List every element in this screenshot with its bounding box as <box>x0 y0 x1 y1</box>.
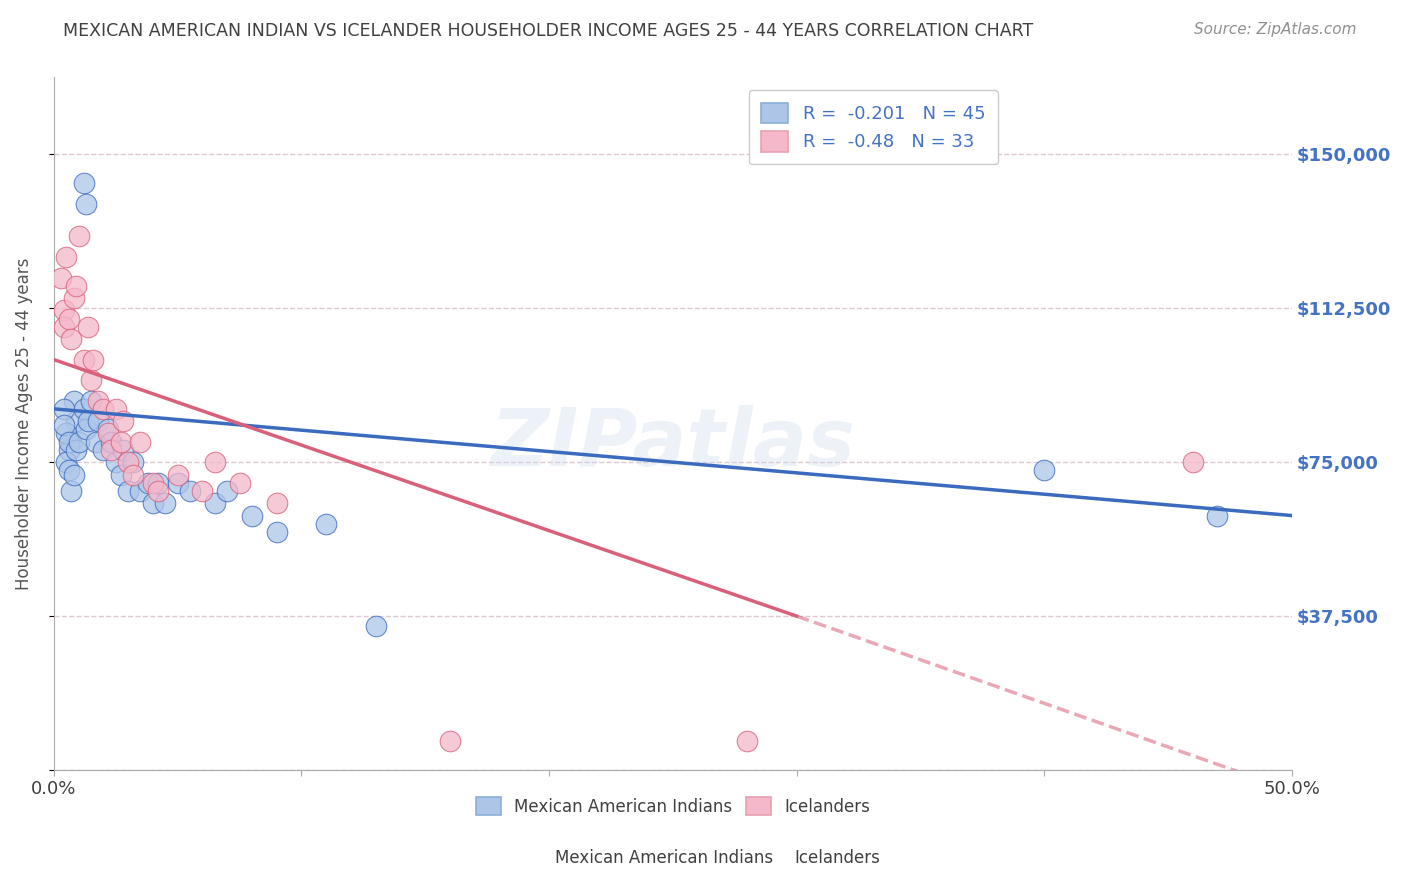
Point <box>72 401 94 416</box>
Point <box>51 270 73 285</box>
Point <box>112 442 135 457</box>
Point <box>82 352 104 367</box>
Point <box>266 496 288 510</box>
Point <box>315 516 337 531</box>
Point <box>146 475 169 490</box>
Legend: Mexican American Indians, Icelanders: Mexican American Indians, Icelanders <box>467 789 879 824</box>
Point <box>129 483 152 498</box>
Point <box>58 434 80 449</box>
Point <box>217 483 239 498</box>
Point <box>62 393 84 408</box>
Point <box>84 434 107 449</box>
Point <box>100 434 122 449</box>
Point <box>142 496 165 510</box>
Point <box>72 176 94 190</box>
Point <box>72 352 94 367</box>
Y-axis label: Householder Income Ages 25 - 44 years: Householder Income Ages 25 - 44 years <box>15 258 32 590</box>
Point <box>65 414 87 428</box>
Point <box>97 422 120 436</box>
Point <box>67 434 90 449</box>
Point <box>93 401 115 416</box>
Point <box>166 475 188 490</box>
Point <box>110 434 132 449</box>
Point <box>67 229 90 244</box>
Point <box>55 250 77 264</box>
Text: Icelanders: Icelanders <box>794 849 880 867</box>
Point <box>87 414 110 428</box>
Point <box>155 496 177 510</box>
Point <box>146 483 169 498</box>
Text: MEXICAN AMERICAN INDIAN VS ICELANDER HOUSEHOLDER INCOME AGES 25 - 44 YEARS CORRE: MEXICAN AMERICAN INDIAN VS ICELANDER HOU… <box>63 22 1033 40</box>
Point <box>228 475 250 490</box>
Point <box>75 196 97 211</box>
Point <box>104 401 127 416</box>
Point <box>104 455 127 469</box>
Point <box>60 483 83 498</box>
Point <box>52 303 75 318</box>
Point <box>60 332 83 346</box>
Point <box>52 418 75 433</box>
Point <box>204 496 226 510</box>
Point <box>1206 508 1229 523</box>
Point <box>58 311 80 326</box>
Point <box>122 455 145 469</box>
Text: ZIPatlas: ZIPatlas <box>491 406 855 483</box>
Point <box>110 467 132 482</box>
Point <box>97 426 120 441</box>
Point <box>439 734 461 748</box>
Point <box>65 442 87 457</box>
Point <box>136 475 159 490</box>
Text: Source: ZipAtlas.com: Source: ZipAtlas.com <box>1194 22 1357 37</box>
Point <box>142 475 165 490</box>
Point <box>65 278 87 293</box>
Text: Mexican American Indians: Mexican American Indians <box>555 849 773 867</box>
Point <box>179 483 201 498</box>
Point <box>240 508 263 523</box>
Point <box>1181 455 1204 469</box>
Point <box>204 455 226 469</box>
Point <box>62 291 84 305</box>
Point <box>58 463 80 477</box>
Point <box>100 442 122 457</box>
Point <box>191 483 214 498</box>
Point <box>80 393 103 408</box>
Point <box>166 467 188 482</box>
Point <box>52 319 75 334</box>
Point <box>58 442 80 457</box>
Point <box>1033 463 1056 477</box>
Point <box>55 455 77 469</box>
Point <box>117 483 139 498</box>
Point <box>93 442 115 457</box>
Point <box>60 434 83 449</box>
Point <box>75 422 97 436</box>
Point <box>735 734 758 748</box>
Point <box>55 426 77 441</box>
Point <box>122 467 145 482</box>
Point <box>77 319 100 334</box>
Point <box>112 414 135 428</box>
Point <box>364 619 387 633</box>
Point <box>87 393 110 408</box>
Point <box>80 373 103 387</box>
Point <box>62 467 84 482</box>
Point <box>129 434 152 449</box>
Point <box>266 524 288 539</box>
Point <box>77 414 100 428</box>
Point <box>52 401 75 416</box>
Point <box>117 455 139 469</box>
